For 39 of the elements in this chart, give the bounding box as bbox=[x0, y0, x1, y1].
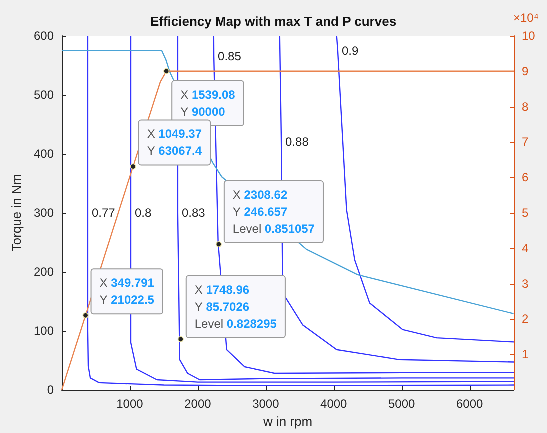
x-axis-title: w in rpm bbox=[262, 414, 313, 429]
annotation: X 1748.96 Y 85.7026 Level 0.828295 bbox=[194, 282, 278, 331]
y-tick-label: 400 bbox=[34, 147, 54, 161]
line-series bbox=[336, 35, 515, 343]
x-tick-label: 5000 bbox=[388, 397, 416, 411]
y-tick-label: 600 bbox=[34, 29, 54, 43]
x-tick-label: 2000 bbox=[184, 397, 212, 411]
y2-tick-label: 6 bbox=[522, 170, 529, 185]
annotation: X 2308.62 Y 246.657 Level 0.851057 bbox=[232, 188, 316, 236]
y-tick-label: 0 bbox=[47, 383, 54, 397]
y2-tick-label: 9 bbox=[522, 64, 529, 78]
series-label: 0.83 bbox=[182, 206, 206, 220]
y2-tick-label: 4 bbox=[522, 241, 529, 256]
y2-tick-label: 1 bbox=[522, 348, 529, 362]
annotation: X 1049.37 Y 63067.4 bbox=[147, 127, 202, 158]
y-axis-title: Torque in Nm bbox=[9, 174, 24, 252]
x-tick-label: 3000 bbox=[252, 397, 280, 411]
y2-tick-label: 3 bbox=[522, 276, 529, 291]
y-tick-label: 500 bbox=[34, 88, 54, 102]
y-tick-label: 100 bbox=[34, 324, 54, 338]
y2-tick-label: 2 bbox=[522, 312, 529, 326]
y2-tick-label: 7 bbox=[522, 135, 529, 150]
y-tick-label: 200 bbox=[34, 265, 54, 279]
x-tick-label: 6000 bbox=[456, 397, 484, 411]
y2-tick-label: 5 bbox=[522, 206, 529, 220]
series-label: 0.77 bbox=[92, 206, 116, 220]
y2-tick-label: 8 bbox=[522, 100, 529, 114]
annotation: X 349.791 Y 21022.5 bbox=[100, 276, 155, 308]
series-label: 0.85 bbox=[218, 50, 242, 64]
text: ×10⁴ bbox=[513, 11, 540, 25]
x-tick-label: 4000 bbox=[320, 397, 348, 411]
y-tick-label: 300 bbox=[34, 206, 54, 220]
series-label: 0.8 bbox=[134, 206, 152, 220]
annotation: X 1539.08 Y 90000 bbox=[180, 88, 236, 119]
series-label: 0.9 bbox=[342, 44, 359, 58]
x-tick-label: 1000 bbox=[116, 397, 144, 411]
series-label: 0.88 bbox=[286, 135, 310, 150]
chart-title: Efficiency Map with max T and P curves bbox=[150, 14, 397, 29]
y2-tick-label: 10 bbox=[522, 29, 536, 43]
